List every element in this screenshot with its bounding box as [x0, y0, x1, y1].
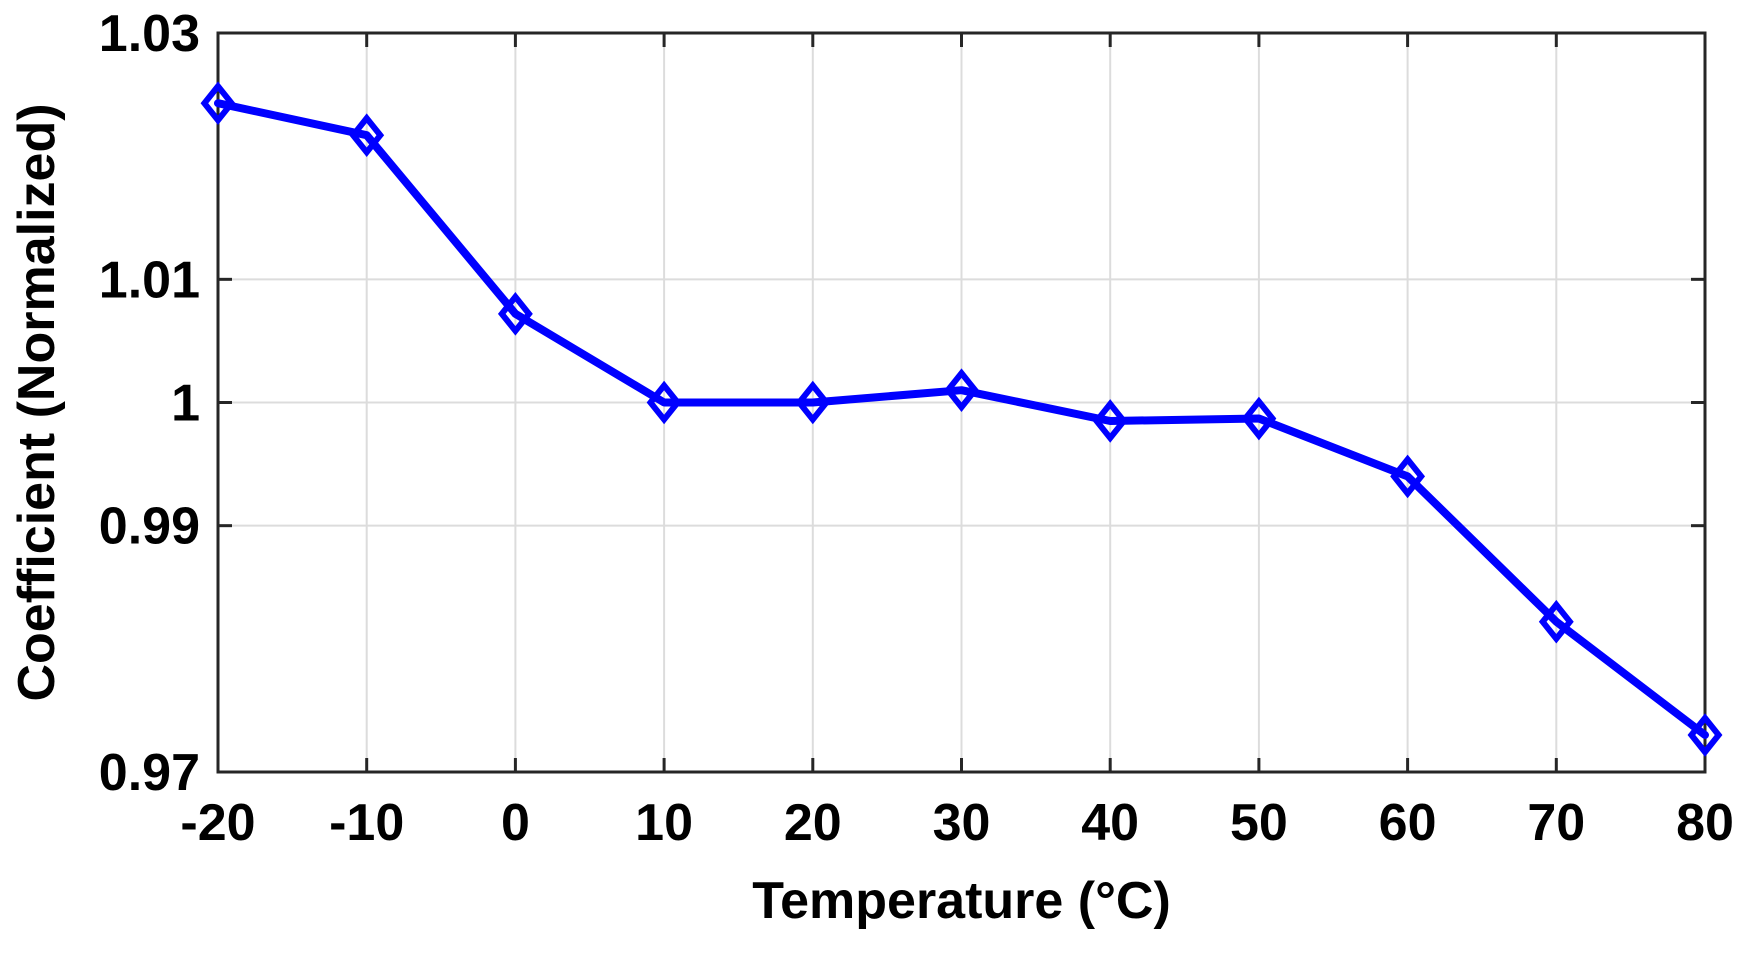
- data-point-marker: [1390, 454, 1426, 499]
- data-point-marker: [795, 380, 831, 425]
- x-tick-label: 0: [501, 794, 530, 852]
- x-tick-label: 50: [1230, 794, 1288, 852]
- x-tick-label: 80: [1676, 794, 1734, 852]
- axis-ticks: [216, 31, 1707, 774]
- data-point-marker: [200, 81, 236, 126]
- x-axis-tick-labels: -20 -10 0 10 20 30 40 50 60 70 80: [180, 794, 1734, 852]
- y-axis-title: Coefficient (Normalized): [8, 103, 66, 701]
- data-point-marker: [646, 380, 682, 425]
- y-tick-label: 1.01: [99, 251, 200, 309]
- x-tick-label: -20: [180, 794, 255, 852]
- x-tick-label: 30: [933, 794, 991, 852]
- data-point-marker: [349, 113, 385, 158]
- series-line: [214, 99, 1709, 739]
- x-tick-label: 70: [1527, 794, 1585, 852]
- x-tick-label: 20: [784, 794, 842, 852]
- series-layer: [200, 81, 1723, 757]
- data-point-marker: [1687, 713, 1723, 757]
- y-tick-label: 0.99: [99, 498, 200, 556]
- data-point-marker: [944, 368, 979, 412]
- y-tick-label: 1.03: [99, 5, 200, 63]
- y-tick-label: 0.97: [99, 744, 200, 802]
- y-axis-tick-labels: 0.97 0.99 1 1.01 1.03: [99, 5, 200, 802]
- y-tick-label: 1: [171, 375, 200, 433]
- data-point-marker: [1241, 396, 1277, 441]
- data-point-marker: [1538, 599, 1574, 644]
- x-tick-label: 60: [1379, 794, 1437, 852]
- x-tick-label: 40: [1081, 794, 1139, 852]
- x-tick-label: -10: [329, 794, 404, 852]
- x-axis-title: Temperature (°C): [752, 872, 1171, 930]
- x-tick-label: 10: [635, 794, 693, 852]
- data-point-marker: [1092, 399, 1128, 443]
- data-point-marker: [497, 292, 533, 336]
